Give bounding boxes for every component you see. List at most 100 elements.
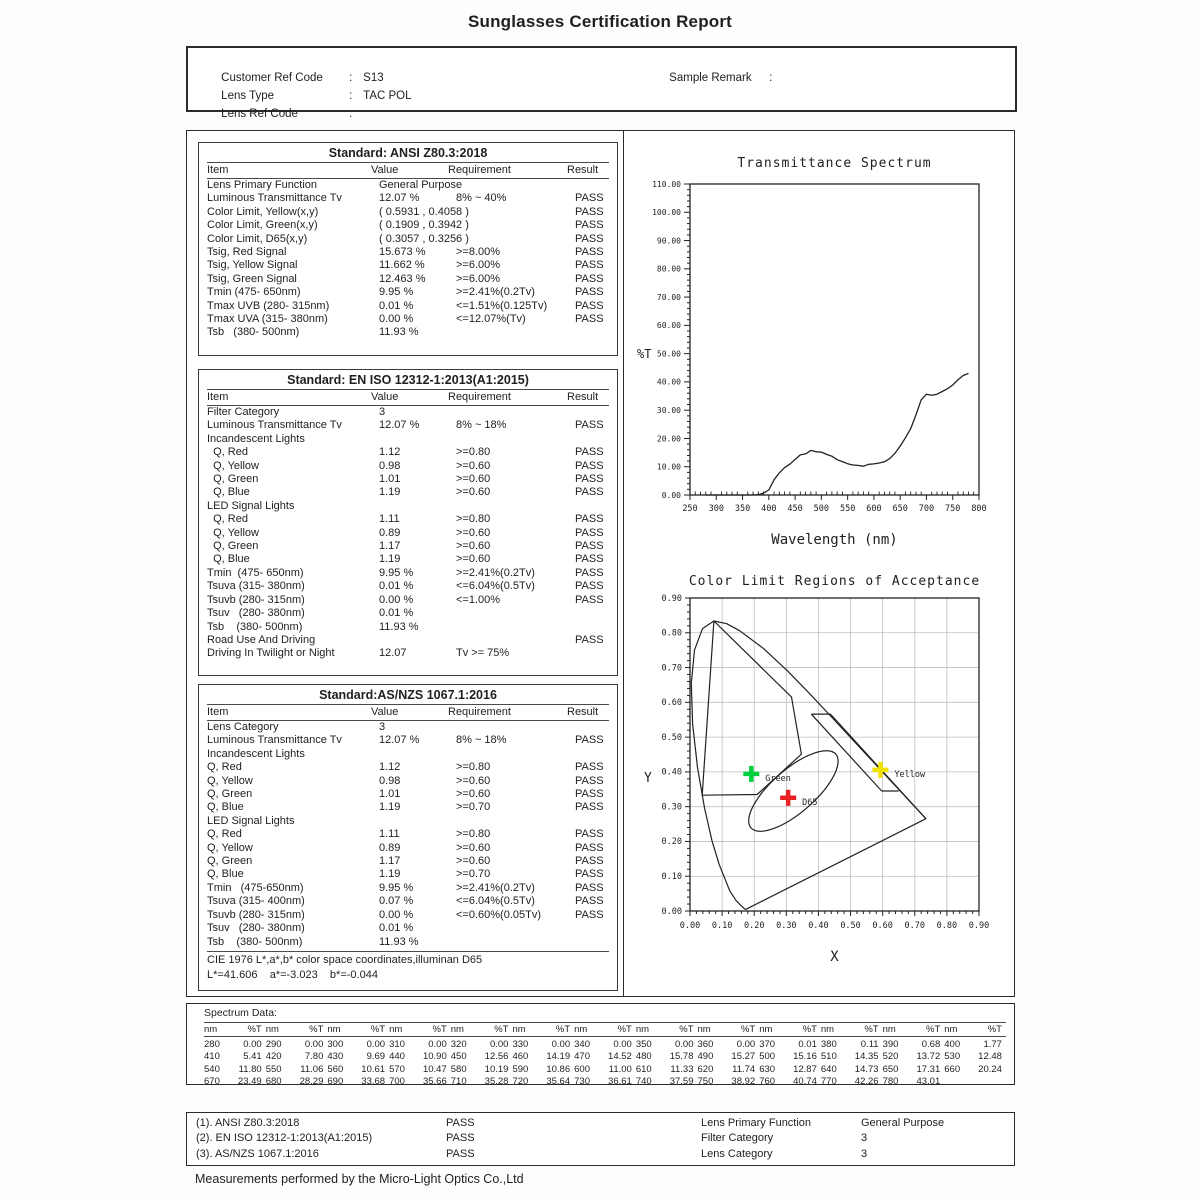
spectrum-nm-value: 580: [450, 1063, 467, 1075]
x-tick-label: 500: [814, 504, 829, 514]
spectrum-t-value: 11.33: [670, 1063, 694, 1075]
spectrum-col-nm: nm: [204, 1024, 218, 1035]
cell-result: PASS: [575, 908, 604, 921]
y-tick-label: 100.00: [652, 208, 681, 217]
spectrum-nm-value: 590: [512, 1063, 529, 1075]
cell-requirement: >=0.80: [456, 513, 491, 526]
field-colon: :: [769, 72, 773, 84]
spectrum-t-value: 17.31: [916, 1063, 941, 1075]
cell-result: [575, 621, 609, 634]
y-tick-label: 30.00: [657, 406, 681, 415]
table-header-row: Item Value Requirement Result: [207, 389, 609, 406]
page-title: Sunglasses Certification Report: [467, 12, 733, 31]
cell-item: Color Limit, D65(x,y): [207, 232, 308, 245]
cell-result: [575, 607, 609, 620]
spectrum-t-value: 1.77: [983, 1039, 1002, 1050]
spectrum-nm-value: 680: [265, 1075, 282, 1087]
cell-item: Q, Green: [207, 788, 253, 801]
yellow-limit-region-edge: [810, 713, 883, 792]
cell-requirement: >=0.60: [456, 526, 491, 539]
spectrum-col-t: %T: [617, 1024, 632, 1035]
x-tick-label: 0.70: [905, 921, 925, 931]
cell-value: 11.662 %: [379, 259, 425, 272]
summary-standard: (2). EN ISO 12312-1:2013(A1:2015): [196, 1132, 373, 1145]
cell-value: 12.463 %: [379, 272, 426, 285]
spectrum-nm-value: 760: [759, 1075, 776, 1087]
cell-result: [575, 500, 609, 513]
cell-item: Color Limit, Green(x,y): [207, 219, 318, 232]
cell-value: 1.19: [379, 553, 401, 566]
cell-value: 1.11: [379, 513, 400, 526]
spectrum-col-t: %T: [309, 1024, 324, 1035]
spectrum-t-value: 12.56: [484, 1051, 509, 1063]
x-tick-label: 0.80: [937, 921, 957, 931]
x-tick-label: 750: [945, 504, 960, 514]
cell-result: [575, 815, 609, 828]
cell-value: 1.19: [379, 868, 401, 881]
cell-item: Tsuvb (280- 315nm): [207, 593, 305, 606]
transmittance-spectrum-chart: Transmittance Spectrum 0.00 10.00 20.00 30.0…: [637, 156, 987, 548]
column-header: Result: [567, 706, 599, 718]
spectrum-t-value: 10.47: [422, 1063, 447, 1075]
cell-value: 9.95 %: [379, 286, 414, 299]
cell-requirement: >=2.41%(0.2Tv): [456, 881, 535, 894]
spectrum-col-nm: nm: [389, 1024, 403, 1035]
spectrum-nm-value: 450: [450, 1051, 467, 1063]
spectrum-col-nm: nm: [759, 1024, 773, 1035]
spectrum-t-value: 13.72: [916, 1051, 941, 1063]
x-tick-label: 800: [971, 504, 986, 514]
cell-requirement: [456, 607, 575, 620]
cell-requirement: >=0.70: [456, 868, 491, 881]
cell-requirement: >=0.60: [456, 553, 491, 566]
column-header: Item: [207, 391, 229, 403]
cell-value: 0.00 %: [379, 593, 414, 606]
cell-result: PASS: [575, 895, 604, 908]
cell-requirement: [456, 233, 575, 246]
table-as-nzs-1067: Standard:AS/NZS 1067.1:2016 Item Value Requ…: [198, 684, 618, 991]
cell-requirement: >=0.60: [456, 788, 491, 801]
spectrum-nm-value: 670: [204, 1075, 220, 1087]
table-footer-separator: [207, 950, 609, 952]
spectrum-nm-value: [944, 1076, 970, 1088]
cell-requirement: [456, 815, 575, 828]
table-row: Q, Yellow 0.89 >=0.60 PASS: [199, 842, 617, 855]
spectrum-data-row: 280 0.00 290 0.00 300 0.00 310 0.00 320 0.00 330 0.…: [204, 1039, 1006, 1051]
y-tick-label: 0.40: [662, 768, 682, 778]
spectrum-nm-value: 320: [450, 1039, 467, 1050]
table-row: Tmin (475-650nm) 9.95 % >=2.41%(0.2Tv) PASS: [199, 882, 617, 895]
cell-value: 12.07 %: [379, 192, 420, 205]
spectrum-nm-value: 340: [574, 1039, 590, 1050]
spectrum-nm-value: 780: [882, 1075, 899, 1087]
cell-item: Q, Blue: [207, 868, 244, 881]
spectrum-col-t: %T: [926, 1024, 941, 1035]
table-row: Q, Red 1.11 >=0.80 PASS: [199, 828, 617, 841]
cell-item: LED Signal Lights: [207, 499, 295, 512]
table-row: Road Use And Driving PASS: [199, 634, 617, 647]
spectrum-nm-value: 400: [944, 1039, 961, 1050]
cell-value: 11.93 %: [379, 620, 419, 633]
spectrum-nm-value: 480: [635, 1051, 652, 1063]
cell-requirement: <=6.04%(0.5Tv): [456, 580, 535, 593]
cell-value: 1.11: [379, 828, 400, 841]
spectrum-nm-value: 650: [882, 1063, 899, 1075]
cell-value: 1.19: [379, 486, 401, 499]
spectrum-nm-value: 550: [265, 1063, 282, 1075]
cell-value: ( 0.3057 , 0.3256 ): [379, 232, 469, 245]
spectrum-col-nm: nm: [635, 1024, 650, 1035]
spectrum-t-value: 15.16: [793, 1051, 817, 1063]
spectrum-t-value: 0.01: [798, 1039, 817, 1050]
cell-item: Tmin (475-650nm): [207, 881, 304, 894]
spectrum-nm-value: 610: [635, 1063, 652, 1075]
table-footer-line: CIE 1976 L*,a*,b* color space coordinate…: [207, 953, 483, 966]
cell-value: 3: [379, 406, 386, 418]
cell-item: Tsb (380- 500nm): [207, 326, 300, 339]
table-title: Standard: EN ISO 12312-1:2013(A1:2015): [287, 373, 529, 387]
green-marker-label: Green: [765, 774, 791, 784]
cell-item: Tmin (475- 650nm): [207, 286, 301, 299]
spectrum-t-value: 0.00: [613, 1039, 632, 1050]
spectrum-t-value: 37.59: [669, 1075, 694, 1087]
cell-requirement: >=0.60: [456, 540, 491, 553]
summary-box: (1). ANSI Z80.3:2018 PASS Lens Primary Fun…: [186, 1112, 1015, 1166]
cell-requirement: >=6.00%: [456, 272, 501, 285]
summary-result: PASS: [446, 1117, 475, 1129]
